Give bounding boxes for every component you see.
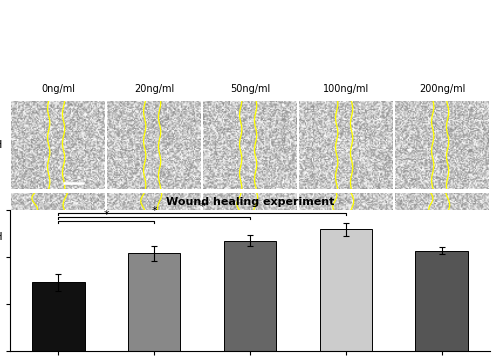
Text: 100ng/ml: 100ng/ml bbox=[323, 83, 369, 93]
Text: *: * bbox=[152, 207, 157, 217]
Bar bbox=[224, 241, 276, 351]
Text: 20ng/ml: 20ng/ml bbox=[134, 83, 174, 93]
Text: 24H: 24H bbox=[0, 232, 3, 242]
Text: 50ng/ml: 50ng/ml bbox=[230, 83, 270, 93]
Bar bbox=[320, 229, 372, 351]
Text: *: * bbox=[199, 203, 205, 212]
Bar bbox=[32, 282, 84, 351]
Text: *: * bbox=[104, 211, 109, 221]
Bar bbox=[128, 253, 180, 351]
Text: 0ng/ml: 0ng/ml bbox=[41, 83, 75, 93]
Title: Wound healing experiment: Wound healing experiment bbox=[166, 197, 334, 207]
Text: 0H: 0H bbox=[0, 140, 3, 150]
Text: 200ng/ml: 200ng/ml bbox=[419, 83, 465, 93]
Bar bbox=[416, 251, 468, 351]
